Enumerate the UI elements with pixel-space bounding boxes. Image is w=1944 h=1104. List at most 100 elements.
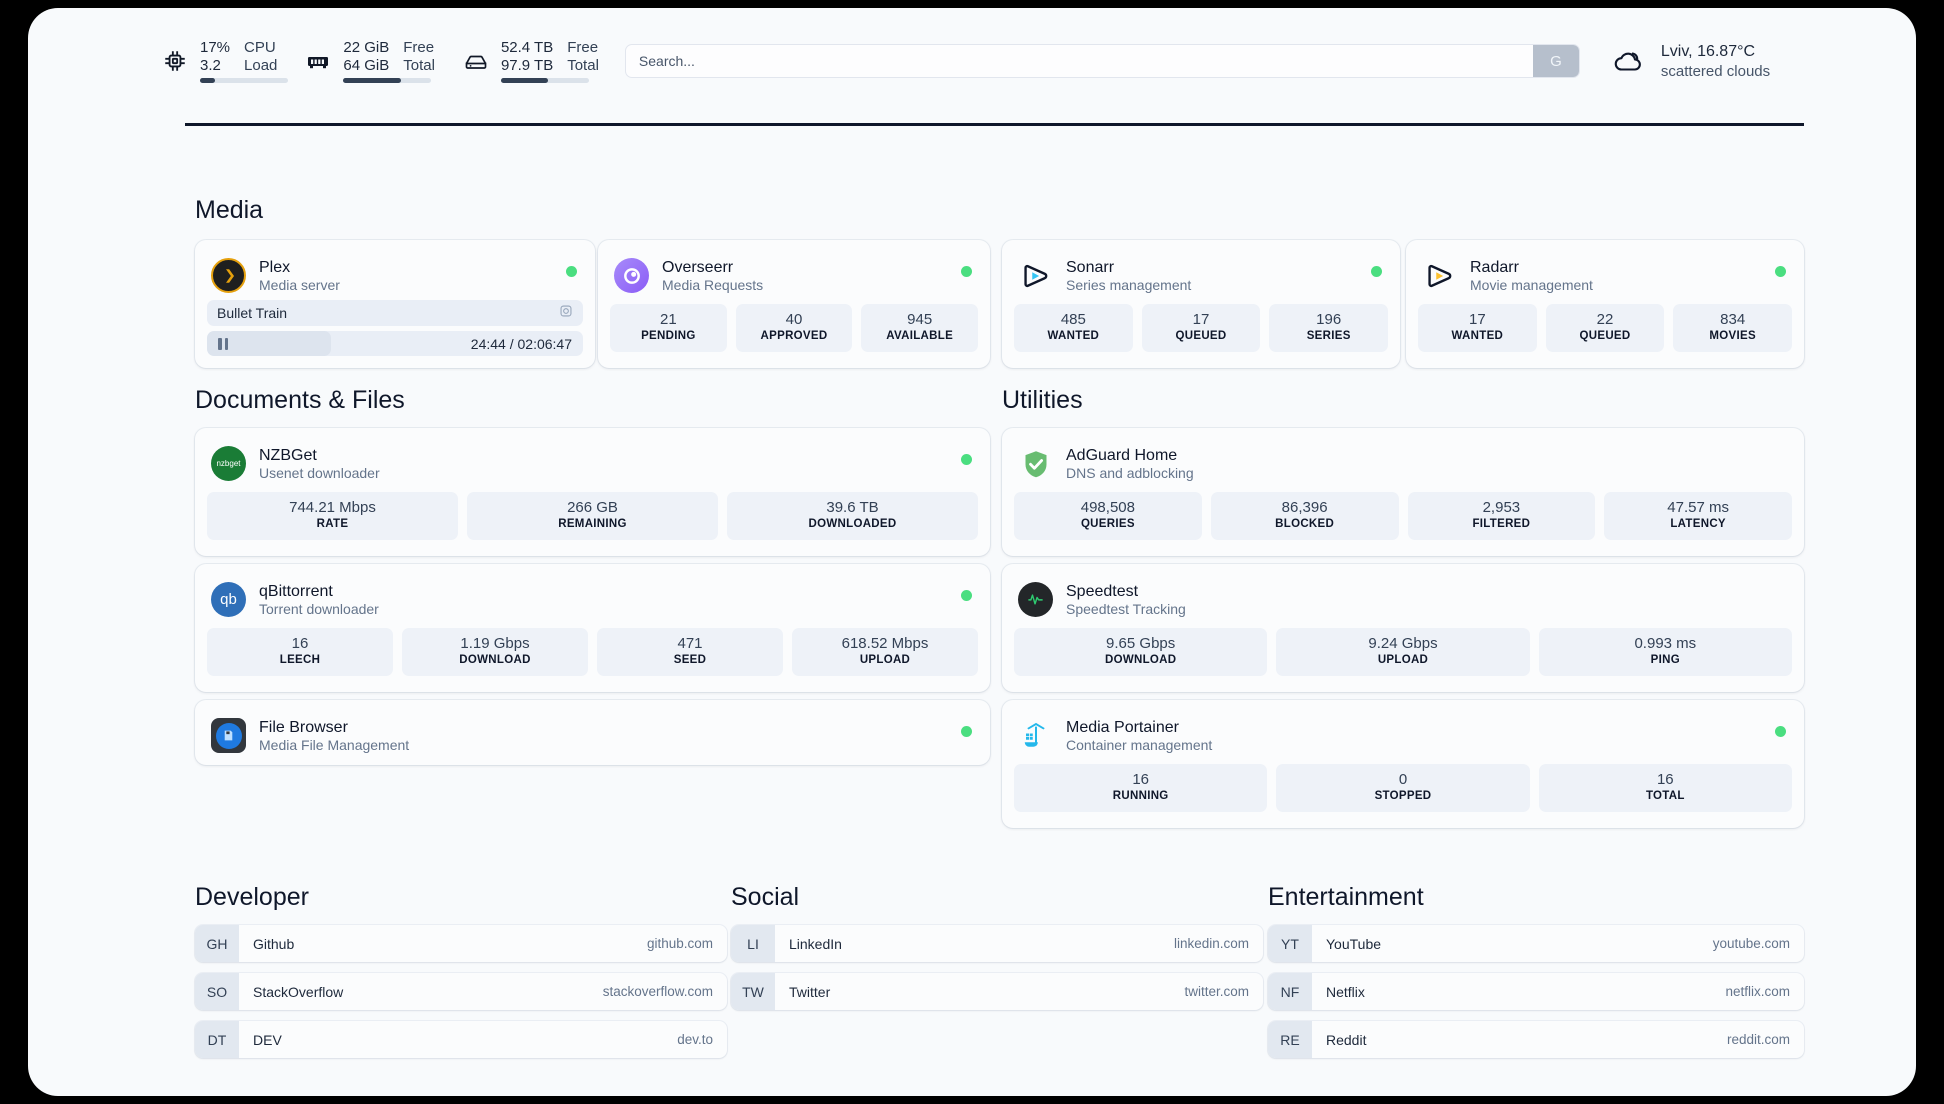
disk-free-value: 52.4 TB xyxy=(500,39,554,56)
stat-chip[interactable]: 471 SEED xyxy=(597,628,783,676)
now-playing-row[interactable]: Bullet Train xyxy=(207,300,583,326)
search-input[interactable] xyxy=(625,45,1533,77)
stat-chip[interactable]: 744.21 Mbps RATE xyxy=(207,492,458,540)
stat-chip[interactable]: 86,396 BLOCKED xyxy=(1210,492,1399,540)
stat-chips: 21 PENDING 40 APPROVED 945 AVAILABLE xyxy=(598,298,990,365)
bookmark-url: dev.to xyxy=(677,1032,713,1047)
chip-value: 17 xyxy=(1192,311,1210,328)
cpu-usage-value: 17% xyxy=(200,39,231,56)
search-bar[interactable]: G xyxy=(624,44,1580,78)
status-badge xyxy=(961,454,972,465)
stat-chip[interactable]: 16 TOTAL xyxy=(1538,764,1792,812)
chip-value: 498,508 xyxy=(1080,499,1135,516)
stat-chip[interactable]: 1.19 Gbps DOWNLOAD xyxy=(402,628,588,676)
disk-progress-bar xyxy=(500,78,589,83)
bookmark-item[interactable]: NF Netflix netflix.com xyxy=(1268,973,1804,1010)
disk-icon xyxy=(461,46,491,76)
card-qbittorrent[interactable]: qb qBittorrent Torrent downloader 16 LEE… xyxy=(195,564,990,692)
stat-chip[interactable]: 17 WANTED xyxy=(1418,304,1537,352)
memory-total-label: Total xyxy=(403,57,435,74)
card-overseerr[interactable]: Overseerr Media Requests 21 PENDING 40 A… xyxy=(598,240,990,368)
app-subtitle: DNS and adblocking xyxy=(1066,464,1194,481)
card-plex[interactable]: Plex Media server Bullet Train 24:44 / 0… xyxy=(195,240,595,368)
speedtest-icon xyxy=(1018,582,1053,617)
chip-label: RUNNING xyxy=(1112,790,1169,802)
stat-chip[interactable]: 9.65 Gbps DOWNLOAD xyxy=(1014,628,1268,676)
stat-chip[interactable]: 16 RUNNING xyxy=(1014,764,1268,812)
status-badge xyxy=(1371,266,1382,277)
stat-chip[interactable]: 40 APPROVED xyxy=(735,304,853,352)
chip-label: DOWNLOAD xyxy=(459,654,531,666)
card-nzbget[interactable]: nzbget NZBGet Usenet downloader 744.21 M… xyxy=(195,428,990,556)
chip-label: REMAINING xyxy=(558,518,627,530)
stat-chip[interactable]: 266 GB REMAINING xyxy=(467,492,718,540)
app-subtitle: Movie management xyxy=(1470,276,1593,293)
card-file-browser[interactable]: File Browser Media File Management xyxy=(195,700,990,765)
status-badge xyxy=(566,266,577,277)
stat-chip[interactable]: 196 SERIES xyxy=(1269,304,1389,352)
card-radarr[interactable]: Radarr Movie management 17 WANTED 22 QUE… xyxy=(1406,240,1804,368)
stat-chip[interactable]: 945 AVAILABLE xyxy=(861,304,979,352)
stat-chip[interactable]: 9.24 Gbps UPLOAD xyxy=(1276,628,1530,676)
stat-chip[interactable]: 2,953 FILTERED xyxy=(1407,492,1596,540)
bookmark-name: YouTube xyxy=(1326,935,1382,952)
bookmark-name: Twitter xyxy=(789,983,831,1000)
memory-free-value: 22 GiB xyxy=(343,39,390,56)
search-engine-button[interactable]: G xyxy=(1532,45,1579,77)
stat-chip[interactable]: 21 PENDING xyxy=(610,304,727,352)
stat-chip[interactable]: 22 QUEUED xyxy=(1545,304,1665,352)
stat-chip[interactable]: 834 MOVIES xyxy=(1673,304,1793,352)
stat-chip[interactable]: 47.57 ms LATENCY xyxy=(1604,492,1792,540)
card-header: Sonarr Series management xyxy=(1002,240,1400,298)
app-title: AdGuard Home xyxy=(1066,446,1178,464)
app-title: Sonarr xyxy=(1066,258,1115,276)
stat-chip[interactable]: 0 STOPPED xyxy=(1276,764,1530,812)
stat-chip[interactable]: 16 LEECH xyxy=(207,628,393,676)
chip-value: 0 xyxy=(1398,771,1408,788)
stat-chips: 17 WANTED 22 QUEUED 834 MOVIES xyxy=(1406,298,1804,365)
chip-value: 39.6 TB xyxy=(826,499,879,516)
bookmark-item[interactable]: DT DEV dev.to xyxy=(195,1021,727,1058)
bookmark-badge: DT xyxy=(195,1021,239,1058)
bookmark-item[interactable]: SO StackOverflow stackoverflow.com xyxy=(195,973,727,1010)
stat-chip[interactable]: 498,508 QUERIES xyxy=(1014,492,1202,540)
disk-stat: 52.4 TB Free 97.9 TB Total xyxy=(461,39,599,83)
cast-icon[interactable] xyxy=(559,304,573,323)
card-speedtest[interactable]: Speedtest Speedtest Tracking 9.65 Gbps D… xyxy=(1002,564,1804,692)
pause-icon[interactable] xyxy=(218,337,228,350)
bookmark-url: netflix.com xyxy=(1725,984,1790,999)
card-sonarr[interactable]: Sonarr Series management 485 WANTED 17 Q… xyxy=(1002,240,1400,368)
chip-value: 2,953 xyxy=(1482,499,1521,516)
stat-chips: 16 RUNNING 0 STOPPED 16 TOTAL xyxy=(1002,758,1804,825)
bookmark-item[interactable]: RE Reddit reddit.com xyxy=(1268,1021,1804,1058)
bookmark-badge: RE xyxy=(1268,1021,1312,1058)
chip-label: QUERIES xyxy=(1080,518,1135,530)
stat-chip[interactable]: 17 QUEUED xyxy=(1141,304,1261,352)
stat-chips: 744.21 Mbps RATE 266 GB REMAINING 39.6 T… xyxy=(195,486,990,553)
chip-value: 21 xyxy=(659,311,677,328)
card-header: nzbget NZBGet Usenet downloader xyxy=(195,428,990,486)
bookmark-item[interactable]: GH Github github.com xyxy=(195,925,727,962)
bookmark-group-title: Developer xyxy=(195,883,309,911)
stat-chip[interactable]: 39.6 TB DOWNLOADED xyxy=(727,492,978,540)
memory-progress-fill xyxy=(343,78,402,83)
stat-chip[interactable]: 618.52 Mbps UPLOAD xyxy=(792,628,978,676)
stat-chip[interactable]: 485 WANTED xyxy=(1014,304,1133,352)
card-adguard-home[interactable]: AdGuard Home DNS and adblocking 498,508 … xyxy=(1002,428,1804,556)
chip-label: PING xyxy=(1650,654,1680,666)
stat-chip[interactable]: 0.993 ms PING xyxy=(1538,628,1792,676)
chip-label: FILTERED xyxy=(1472,518,1531,530)
disk-total-value: 97.9 TB xyxy=(500,57,554,74)
dashboard-page: 17% CPU 3.2 Load xyxy=(28,8,1916,1096)
bookmark-item[interactable]: LI LinkedIn linkedin.com xyxy=(731,925,1263,962)
chip-label: PENDING xyxy=(641,330,696,342)
app-title: qBittorrent xyxy=(259,582,333,600)
chip-value: 47.57 ms xyxy=(1667,499,1729,516)
cpu-progress-bar xyxy=(200,78,288,83)
weather-widget[interactable]: Lviv, 16.87°C scattered clouds xyxy=(1610,42,1770,81)
card-media-portainer[interactable]: Media Portainer Container management 16 … xyxy=(1002,700,1804,828)
app-subtitle: Media Requests xyxy=(662,276,764,293)
now-playing-progress[interactable]: 24:44 / 02:06:47 xyxy=(207,331,583,356)
bookmark-item[interactable]: TW Twitter twitter.com xyxy=(731,973,1263,1010)
bookmark-item[interactable]: YT YouTube youtube.com xyxy=(1268,925,1804,962)
